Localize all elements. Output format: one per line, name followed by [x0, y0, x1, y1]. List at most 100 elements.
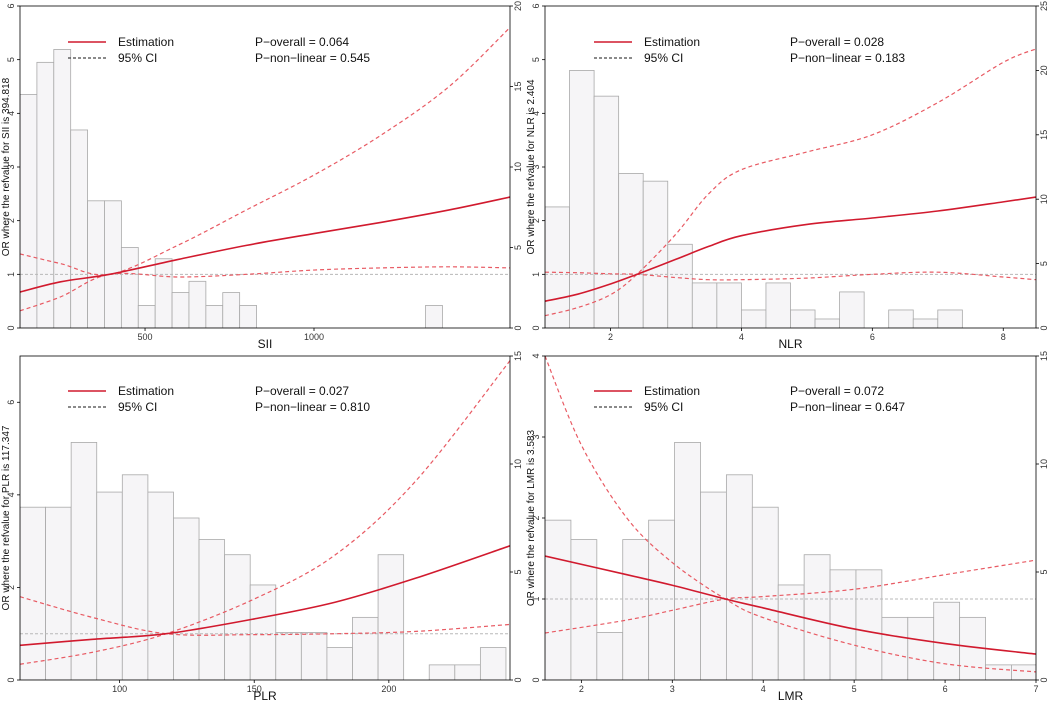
estimate-line: [20, 545, 510, 647]
legend-estimation-label: Estimation: [118, 35, 174, 49]
histogram-bar: [881, 616, 909, 680]
histogram-bar: [839, 291, 865, 328]
histogram-bar: [642, 180, 669, 328]
x-axis-label: NLR: [778, 337, 802, 351]
histogram-bar: [275, 632, 302, 680]
y-axis-label: OR where the refvalue for PLR is 117.347: [1, 425, 12, 610]
histogram-bar: [171, 292, 190, 328]
histogram-bar: [70, 441, 98, 680]
histogram: [20, 49, 443, 328]
chart-panel-nlr: 0 1 2 3 4 5 6 0 5 10 15 20 25 2 4 6 8 NLR OR where the ref…: [526, 1, 1049, 351]
x-tick-label: 2: [579, 684, 584, 694]
histogram-bar: [765, 282, 791, 328]
y2-tick-label: 10: [1039, 459, 1049, 469]
ci-upper-line: [545, 48, 1036, 317]
y2-tick-label: 0: [513, 325, 523, 330]
histogram-bar: [137, 305, 156, 328]
x-axis-label: PLR: [253, 689, 277, 702]
legend-estimation-label: Estimation: [118, 384, 174, 398]
histogram-bar: [120, 247, 139, 328]
y-tick-label: 1: [531, 596, 541, 601]
histogram-bar: [618, 173, 644, 328]
y2-tick-label: 10: [513, 459, 523, 469]
x-tick-label: 6: [943, 684, 948, 694]
histogram-bar: [648, 519, 675, 680]
histogram: [545, 70, 963, 328]
x-tick-label: 1000: [304, 332, 324, 342]
ci-lower-line: [20, 596, 510, 636]
histogram-bar: [53, 49, 72, 328]
histogram-bar: [622, 539, 650, 680]
x-tick-label: 5: [852, 684, 857, 694]
chart-panel-lmr: 0 1 2 3 4 0 5 10 15 2 3 4 5 6 7 LMR OR where the refvalu…: [526, 351, 1049, 703]
x-tick-label: 4: [761, 684, 766, 694]
y-tick-label: 4: [6, 492, 16, 497]
p-nonlinear-label: P−non−linear = 0.810: [255, 400, 370, 414]
y2-tick-label: 0: [513, 677, 523, 682]
x-tick-label: 7: [1033, 684, 1038, 694]
y2-tick-label: 0: [1039, 677, 1049, 682]
y-axis-label: OR where the refvalue for NLR is 2.404: [526, 79, 537, 255]
histogram-bar: [20, 506, 46, 680]
x-tick-label: 200: [381, 684, 396, 694]
y2-tick-label: 5: [513, 245, 523, 250]
histogram-bar: [907, 616, 935, 680]
p-overall-label: P−overall = 0.064: [255, 35, 349, 49]
histogram-bar: [87, 200, 105, 328]
histogram-bar: [545, 206, 570, 328]
y2-tick-label: 5: [1039, 569, 1049, 574]
histogram-bar: [104, 200, 122, 328]
histogram-bar: [790, 309, 816, 328]
histogram-bar: [20, 94, 38, 328]
y2-tick-label: 5: [513, 569, 523, 574]
histogram-bar: [933, 601, 961, 680]
x-tick-label: 4: [739, 332, 744, 342]
x-tick-label: 2: [608, 332, 613, 342]
p-nonlinear-label: P−non−linear = 0.183: [790, 51, 905, 65]
histogram-bar: [700, 491, 727, 680]
y2-tick-label: 15: [1039, 130, 1049, 140]
y-tick-label: 2: [6, 585, 16, 590]
histogram-bar: [96, 491, 123, 680]
y2-tick-label: 15: [1039, 351, 1049, 361]
p-overall-label: P−overall = 0.072: [790, 384, 884, 398]
y2-tick-label: 0: [1039, 325, 1049, 330]
histogram-bar: [596, 632, 624, 680]
histogram-bar: [352, 616, 379, 680]
x-tick-label: 150: [247, 684, 262, 694]
y-tick-label: 2: [6, 218, 16, 223]
histogram-bar: [479, 647, 507, 680]
chart-panel-plr: 0 2 4 6 0 5 10 15 100 150 200 PLR OR where the refva…: [1, 351, 523, 703]
histogram-bar: [777, 584, 805, 680]
histogram-bar: [888, 309, 914, 328]
histogram-bar: [222, 292, 241, 328]
histogram-bar: [855, 569, 883, 680]
y-tick-label: 5: [6, 57, 16, 62]
y-tick-label: 3: [531, 164, 541, 169]
histogram: [20, 441, 507, 680]
histogram-bar: [326, 647, 353, 680]
y-tick-label: 0: [531, 677, 541, 682]
histogram-bar: [569, 70, 595, 328]
y-tick-label: 4: [531, 111, 541, 116]
legend-ci-label: 95% CI: [644, 400, 683, 414]
y2-tick-label: 10: [513, 162, 523, 172]
histogram-bar: [154, 258, 173, 328]
y-tick-label: 4: [531, 353, 541, 358]
histogram-bar: [674, 441, 701, 680]
ci-upper-line: [20, 27, 510, 276]
histogram-bar: [425, 305, 443, 328]
curves: [545, 356, 1036, 673]
histogram-bar: [803, 554, 831, 680]
y2-tick-label: 15: [513, 351, 523, 361]
histogram-bar: [198, 539, 226, 680]
histogram-bar: [691, 282, 718, 328]
curves: [20, 360, 510, 665]
x-tick-label: 100: [112, 684, 127, 694]
y-tick-label: 2: [531, 515, 541, 520]
legend-estimation-label: Estimation: [644, 35, 700, 49]
y-tick-label: 3: [6, 164, 16, 169]
estimate-line: [20, 196, 510, 293]
